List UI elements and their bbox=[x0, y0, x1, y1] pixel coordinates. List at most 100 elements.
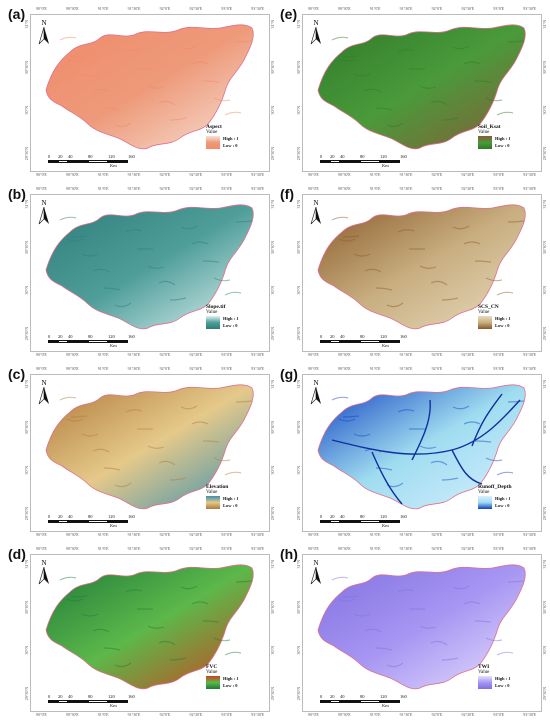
legend-swatch-row: High : 1 Low : 0 bbox=[478, 136, 538, 149]
latitude-ticks: 31°N 30°30'N 30°N 29°30'N bbox=[24, 380, 29, 520]
legend-value-label: Value bbox=[206, 490, 218, 495]
scale-number: 0 bbox=[48, 334, 51, 339]
north-arrow-half bbox=[44, 207, 49, 224]
longitude-tick: 92°30'E bbox=[461, 186, 475, 191]
longitude-tick: 91°30'E bbox=[399, 546, 413, 551]
scale-number: 80 bbox=[360, 514, 365, 519]
map-panel-f: (f) 90°0'E 90°30'E 91°0'E 91°30'E 92°0'E 92°30… bbox=[280, 186, 547, 358]
texture-stroke bbox=[125, 229, 143, 233]
scale-number: 20 bbox=[58, 334, 63, 339]
latitude-tick: 29°30'N bbox=[542, 146, 547, 160]
legend-high: High : 1 bbox=[495, 316, 511, 321]
legend-gradient bbox=[206, 496, 220, 509]
longitude-tick: 90°30'E bbox=[65, 546, 79, 551]
latitude-ticks: 31°N 30°30'N 30°N 29°30'N bbox=[24, 20, 29, 160]
legend-swatch-row: High : 1 Low : 0 bbox=[206, 316, 266, 329]
longitude-tick: 92°0'E bbox=[431, 546, 443, 551]
texture-stroke bbox=[92, 88, 110, 93]
scale-segment bbox=[48, 520, 58, 523]
texture-stroke bbox=[70, 55, 88, 58]
longitude-tick: 92°30'E bbox=[461, 352, 475, 357]
texture-stroke bbox=[235, 580, 253, 583]
scale-segment bbox=[108, 700, 128, 703]
texture-stroke bbox=[59, 216, 77, 221]
scale-segment bbox=[68, 520, 88, 523]
scale-bar: 0 20 40 80 120 160 Km bbox=[48, 334, 168, 348]
latitude-tick: 31°N bbox=[296, 380, 301, 389]
longitude-tick: 90°30'E bbox=[65, 6, 79, 11]
latitude-tick: 31°N bbox=[270, 200, 275, 209]
legend-title: TWI bbox=[478, 664, 490, 670]
longitude-tick: 91°0'E bbox=[369, 172, 381, 177]
study-area-map bbox=[45, 564, 254, 690]
longitude-tick: 90°30'E bbox=[65, 352, 79, 357]
north-arrow-half bbox=[38, 206, 45, 225]
scale-bar: 0 20 40 80 120 160 Km bbox=[48, 514, 168, 528]
scale-segment bbox=[330, 160, 340, 163]
longitude-tick: 93°30'E bbox=[251, 546, 264, 551]
texture-stroke bbox=[463, 421, 481, 425]
latitude-tick: 30°N bbox=[296, 466, 301, 475]
scale-unit: Km bbox=[382, 703, 389, 708]
scale-segment bbox=[340, 520, 360, 523]
texture-stroke bbox=[342, 415, 360, 418]
latitude-tick: 30°30'N bbox=[296, 420, 301, 434]
texture-stroke bbox=[386, 662, 404, 668]
scale-segment bbox=[340, 160, 360, 163]
map-legend: FVC Value High : 1 Low : 0 bbox=[206, 664, 266, 689]
texture-stroke bbox=[474, 260, 492, 263]
texture-stroke bbox=[485, 457, 503, 462]
legend-range: High : 1 Low : 0 bbox=[495, 136, 511, 149]
scale-number: 40 bbox=[68, 514, 73, 519]
longitude-ticks-top: 90°0'E 90°30'E 91°0'E 91°30'E 92°0'E 92°30'E 9… bbox=[302, 366, 542, 372]
longitude-tick: 93°30'E bbox=[523, 172, 536, 177]
texture-stroke bbox=[81, 253, 99, 257]
legend-gradient bbox=[478, 136, 492, 149]
texture-stroke bbox=[169, 477, 187, 481]
scale-segment bbox=[88, 160, 108, 163]
study-area-boundary bbox=[45, 564, 254, 690]
latitude-tick: 30°N bbox=[542, 106, 547, 115]
texture-stroke bbox=[81, 433, 99, 437]
longitude-tick: 92°30'E bbox=[189, 712, 203, 717]
latitude-tick: 31°N bbox=[542, 380, 547, 389]
longitude-tick: 93°30'E bbox=[523, 546, 536, 551]
scale-unit: Km bbox=[382, 343, 389, 348]
latitude-ticks: 31°N 30°30'N 30°N 29°30'N bbox=[542, 200, 547, 340]
longitude-tick: 92°0'E bbox=[431, 532, 443, 537]
latitude-tick: 30°30'N bbox=[296, 600, 301, 614]
latitude-tick: 30°30'N bbox=[270, 420, 275, 434]
longitude-ticks-top: 90°0'E 90°30'E 91°0'E 91°30'E 92°0'E 92°30'E 9… bbox=[30, 366, 270, 372]
study-area-boundary bbox=[317, 384, 526, 510]
texture-stroke bbox=[375, 467, 393, 471]
longitude-tick: 90°30'E bbox=[65, 712, 79, 717]
scale-number: 0 bbox=[320, 694, 323, 699]
texture-stroke bbox=[397, 49, 415, 53]
scale-number: 120 bbox=[380, 514, 387, 519]
texture-stroke bbox=[70, 415, 88, 418]
longitude-tick: 92°0'E bbox=[159, 532, 171, 537]
texture-stroke bbox=[191, 421, 209, 425]
longitude-ticks-top: 90°0'E 90°30'E 91°0'E 91°30'E 92°0'E 92°30'E 9… bbox=[302, 6, 542, 12]
legend-title: Elevation bbox=[206, 484, 229, 490]
scale-number: 0 bbox=[48, 694, 51, 699]
scale-number: 160 bbox=[400, 694, 407, 699]
texture-stroke bbox=[441, 297, 459, 301]
scale-number: 20 bbox=[58, 154, 63, 159]
scale-segment bbox=[88, 340, 108, 343]
latitude-tick: 30°N bbox=[270, 106, 275, 115]
longitude-tick: 90°30'E bbox=[337, 6, 351, 11]
north-arrow-icon: N bbox=[38, 559, 49, 585]
texture-stroke bbox=[463, 61, 481, 65]
scale-unit: Km bbox=[110, 163, 117, 168]
longitude-tick: 91°30'E bbox=[127, 532, 141, 537]
texture-stroke bbox=[353, 73, 371, 77]
texture-stroke bbox=[202, 80, 220, 83]
longitude-tick: 92°30'E bbox=[461, 6, 475, 11]
legend-title: SCS_CN bbox=[478, 304, 499, 310]
scale-number: 20 bbox=[330, 694, 335, 699]
north-arrow-half bbox=[44, 567, 49, 584]
texture-stroke bbox=[485, 637, 503, 642]
texture-stroke bbox=[59, 36, 77, 41]
longitude-tick: 92°30'E bbox=[189, 6, 203, 11]
